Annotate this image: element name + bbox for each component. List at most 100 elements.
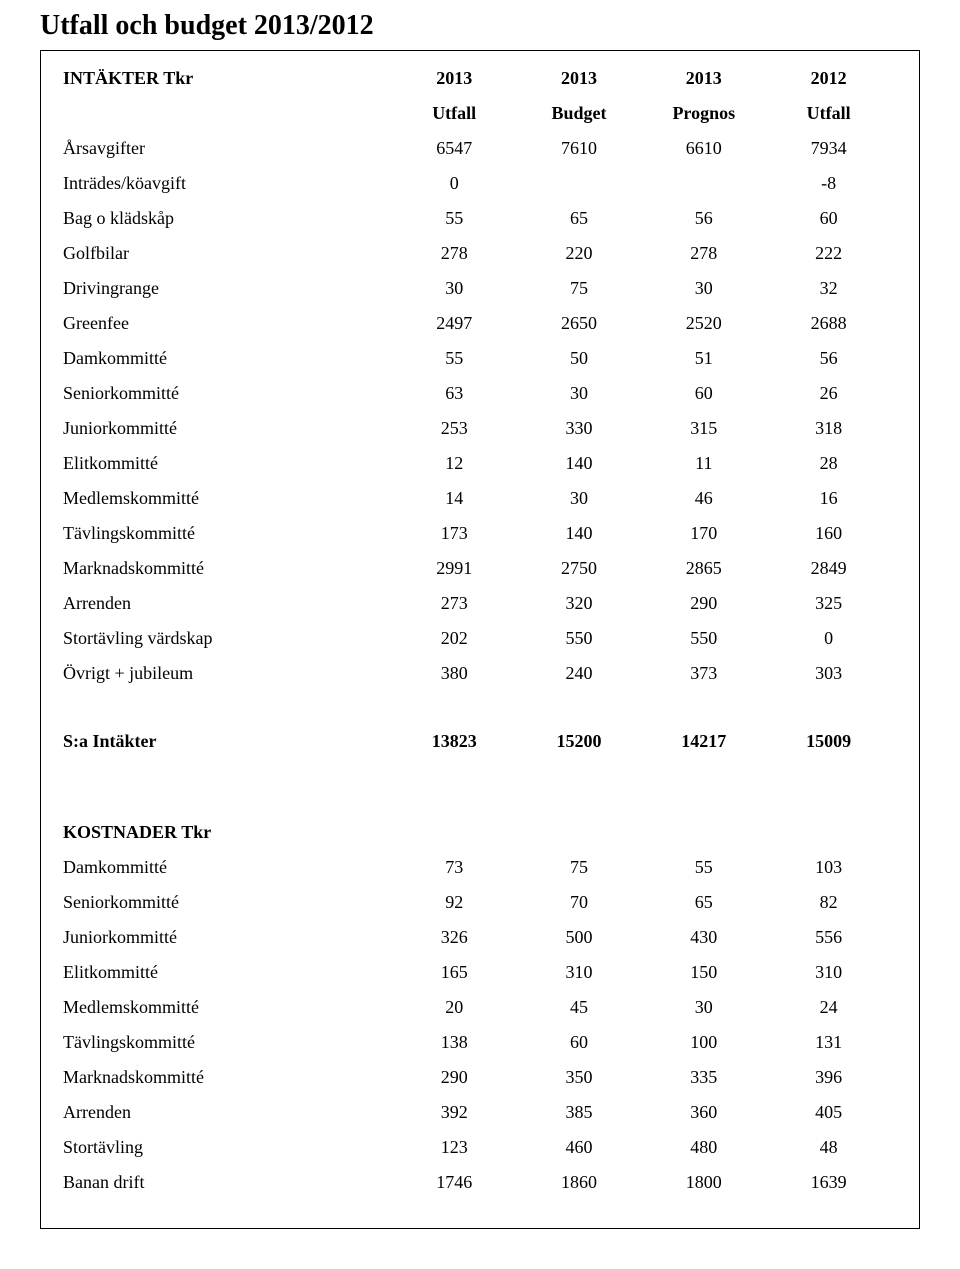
row-label: Seniorkommitté [59, 376, 392, 411]
row-value: 165 [392, 955, 517, 990]
table-row: Medlemskommitté20453024 [59, 990, 891, 1025]
row-value: 92 [392, 885, 517, 920]
row-value: 55 [392, 201, 517, 236]
row-value: 325 [766, 586, 891, 621]
row-label: Inträdes/köavgift [59, 166, 392, 201]
row-value: 222 [766, 236, 891, 271]
sum-v2: 14217 [641, 691, 766, 782]
row-label: Elitkommitté [59, 446, 392, 481]
row-value: 30 [392, 271, 517, 306]
row-label: Arrenden [59, 1095, 392, 1130]
row-value: 253 [392, 411, 517, 446]
table-row: Stortävling värdskap2025505500 [59, 621, 891, 656]
col-1-line1: 2013 [392, 61, 517, 96]
kostnader-body: Damkommitté737555103Seniorkommitté927065… [59, 850, 891, 1200]
row-value: 140 [517, 446, 642, 481]
row-value: 2650 [517, 306, 642, 341]
row-value: 2520 [641, 306, 766, 341]
row-value: 24 [766, 990, 891, 1025]
row-value: 278 [392, 236, 517, 271]
row-value: 373 [641, 656, 766, 691]
row-label: Medlemskommitté [59, 990, 392, 1025]
row-value: 131 [766, 1025, 891, 1060]
row-value: 330 [517, 411, 642, 446]
row-value: 11 [641, 446, 766, 481]
row-value: 2688 [766, 306, 891, 341]
table-row: Banan drift1746186018001639 [59, 1165, 891, 1200]
row-label: Årsavgifter [59, 131, 392, 166]
row-value: 173 [392, 516, 517, 551]
row-value: 7610 [517, 131, 642, 166]
row-value: 350 [517, 1060, 642, 1095]
table-row: Marknadskommitté290350335396 [59, 1060, 891, 1095]
table-row: Arrenden273320290325 [59, 586, 891, 621]
kostnader-heading: KOSTNADER Tkr [59, 782, 891, 850]
row-value: 60 [517, 1025, 642, 1060]
row-value: 326 [392, 920, 517, 955]
row-value: 30 [641, 990, 766, 1025]
row-value: 240 [517, 656, 642, 691]
row-value: 392 [392, 1095, 517, 1130]
row-value: 65 [641, 885, 766, 920]
table-row: Inträdes/köavgift0-8 [59, 166, 891, 201]
col-3-line1: 2013 [641, 61, 766, 96]
row-value: 1639 [766, 1165, 891, 1200]
row-value: 150 [641, 955, 766, 990]
row-value: 1800 [641, 1165, 766, 1200]
row-value: 310 [517, 955, 642, 990]
row-label: Juniorkommitté [59, 920, 392, 955]
row-label: Tävlingskommitté [59, 1025, 392, 1060]
row-value: 140 [517, 516, 642, 551]
kostnader-heading-body: KOSTNADER Tkr [59, 782, 891, 850]
row-value: 315 [641, 411, 766, 446]
table-row: Medlemskommitté14304616 [59, 481, 891, 516]
row-value: 380 [392, 656, 517, 691]
table-row: Marknadskommitté2991275028652849 [59, 551, 891, 586]
sum-v3: 15009 [766, 691, 891, 782]
intakter-body: Årsavgifter6547761066107934Inträdes/köav… [59, 131, 891, 691]
table-row: Elitkommitté121401128 [59, 446, 891, 481]
row-value: 396 [766, 1060, 891, 1095]
row-value: 290 [392, 1060, 517, 1095]
col-2-line2: Budget [517, 96, 642, 131]
row-value: 65 [517, 201, 642, 236]
row-label: Drivingrange [59, 271, 392, 306]
table-row: Årsavgifter6547761066107934 [59, 131, 891, 166]
table-row: Drivingrange30753032 [59, 271, 891, 306]
row-value: 550 [517, 621, 642, 656]
row-value: 2849 [766, 551, 891, 586]
row-value: 103 [766, 850, 891, 885]
row-value: 273 [392, 586, 517, 621]
table-row: Stortävling12346048048 [59, 1130, 891, 1165]
row-value: 30 [517, 481, 642, 516]
row-value: 75 [517, 850, 642, 885]
row-value: 290 [641, 586, 766, 621]
table-row: Golfbilar278220278222 [59, 236, 891, 271]
row-value: 51 [641, 341, 766, 376]
row-label: Tävlingskommitté [59, 516, 392, 551]
row-label: Medlemskommitté [59, 481, 392, 516]
row-value: 32 [766, 271, 891, 306]
row-value: 14 [392, 481, 517, 516]
row-value: 30 [641, 271, 766, 306]
row-label: Stortävling värdskap [59, 621, 392, 656]
row-value: 45 [517, 990, 642, 1025]
row-value: 405 [766, 1095, 891, 1130]
row-value: 123 [392, 1130, 517, 1165]
row-value: 63 [392, 376, 517, 411]
row-label: Damkommitté [59, 341, 392, 376]
row-value: 550 [641, 621, 766, 656]
row-value [517, 166, 642, 201]
row-value: 12 [392, 446, 517, 481]
row-value: 138 [392, 1025, 517, 1060]
col-2-line1: 2013 [517, 61, 642, 96]
row-value: 170 [641, 516, 766, 551]
row-label: Golfbilar [59, 236, 392, 271]
table-row: Damkommitté55505156 [59, 341, 891, 376]
row-label: Juniorkommitté [59, 411, 392, 446]
row-value: -8 [766, 166, 891, 201]
col-4-line1: 2012 [766, 61, 891, 96]
row-value: 20 [392, 990, 517, 1025]
row-value: 318 [766, 411, 891, 446]
row-value: 70 [517, 885, 642, 920]
